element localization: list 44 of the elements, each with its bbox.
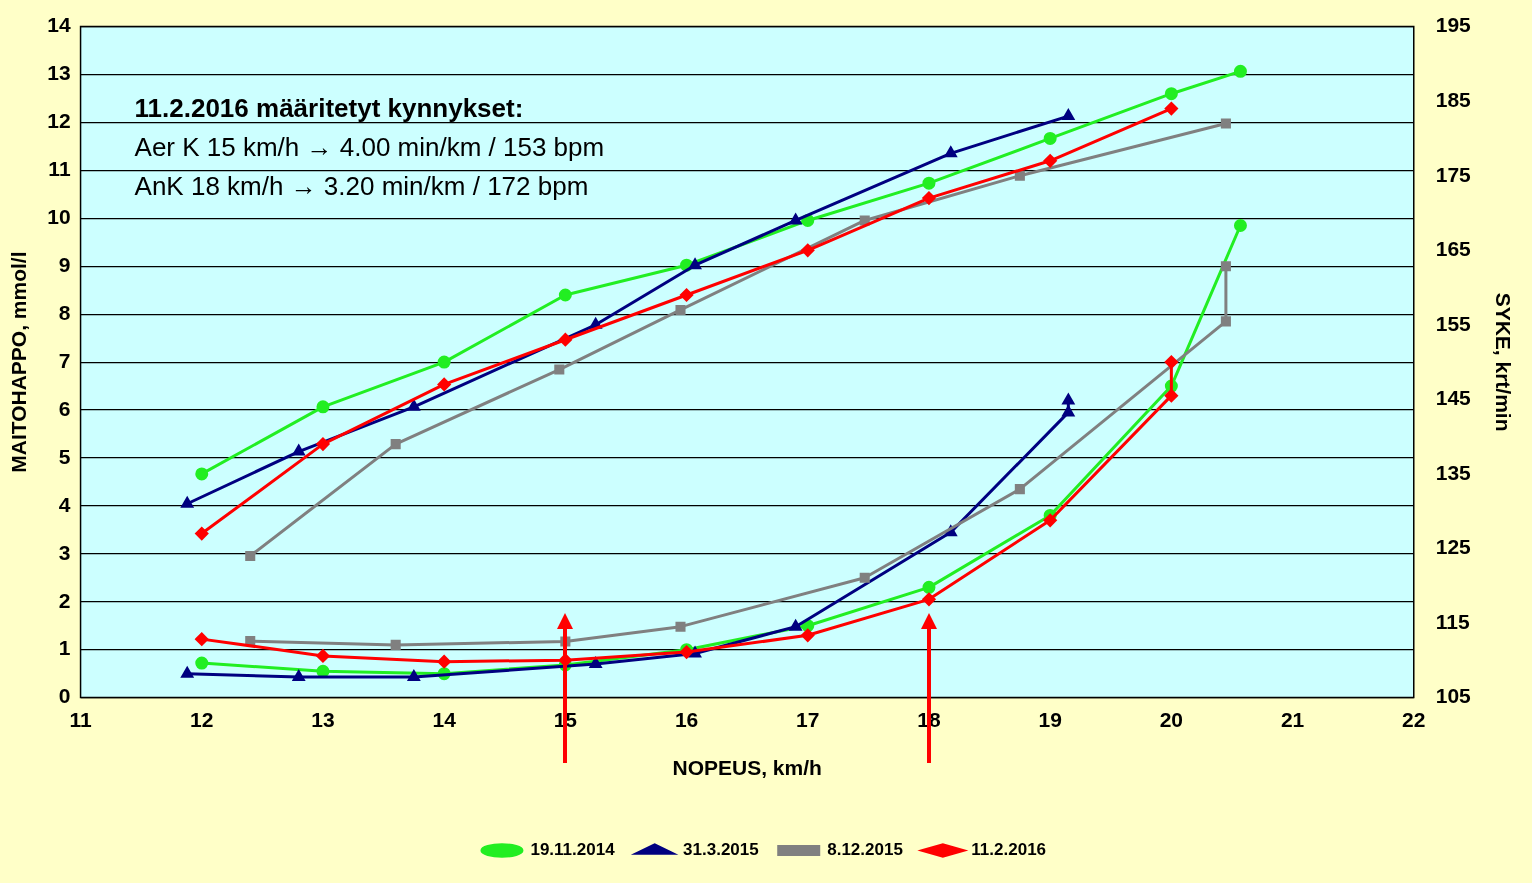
legend-label: 31.3.2015 bbox=[683, 840, 759, 860]
y2-tick-label: 165 bbox=[1435, 237, 1472, 261]
y2-tick-label: 185 bbox=[1435, 87, 1472, 111]
x-tick-label: 19 bbox=[1038, 708, 1062, 731]
y-tick-label: 5 bbox=[58, 444, 71, 468]
annotation: Aer K 15 km/h → 4.00 min/km / 153 bpm bbox=[134, 131, 605, 162]
y-tick-label: 1 bbox=[58, 636, 71, 660]
y-tick-label: 4 bbox=[58, 492, 71, 516]
annotation: AnK 18 km/h → 3.20 min/km / 172 bpm bbox=[134, 170, 589, 201]
y-tick-label: 13 bbox=[47, 61, 71, 85]
y2-tick-label: 105 bbox=[1435, 684, 1472, 708]
y2-tick-label: 135 bbox=[1435, 460, 1472, 484]
x-tick-label: 14 bbox=[432, 708, 457, 731]
y-tick-label: 0 bbox=[58, 684, 71, 708]
legend-label: 8.12.2015 bbox=[827, 840, 903, 860]
y2-tick-label: 195 bbox=[1435, 13, 1472, 37]
y2-tick-label: 155 bbox=[1435, 311, 1472, 335]
x-tick-label: 17 bbox=[796, 708, 820, 731]
y-tick-label: 10 bbox=[47, 205, 71, 229]
x-tick-label: 16 bbox=[674, 708, 699, 731]
legend-label: 19.11.2014 bbox=[530, 840, 616, 860]
x-tick-label: 21 bbox=[1280, 708, 1305, 731]
y-tick-label: 8 bbox=[58, 300, 71, 324]
annotation: 11.2.2016 määritetyt kynnykset: bbox=[134, 92, 524, 123]
y-tick-label: 6 bbox=[58, 396, 71, 420]
y-tick-label: 9 bbox=[58, 253, 71, 277]
y2-tick-label: 115 bbox=[1435, 609, 1470, 633]
y2-tick-label: 125 bbox=[1435, 535, 1472, 559]
y-tick-label: 7 bbox=[58, 348, 71, 372]
legend-label: 11.2.2016 bbox=[971, 840, 1047, 860]
y-tick-label: 11 bbox=[48, 157, 71, 181]
y-tick-label: 12 bbox=[47, 109, 71, 133]
x-tick-label: 12 bbox=[190, 708, 214, 731]
y-tick-label: 3 bbox=[58, 540, 71, 564]
x-axis-title: NOPEUS, km/h bbox=[672, 756, 822, 780]
y-tick-label: 14 bbox=[47, 13, 71, 37]
y2-axis-title: SYKE, krt/min bbox=[1491, 292, 1515, 432]
x-tick-label: 20 bbox=[1159, 708, 1184, 731]
y2-tick-label: 145 bbox=[1435, 386, 1472, 410]
x-tick-label: 22 bbox=[1402, 708, 1426, 731]
y2-tick-label: 175 bbox=[1435, 162, 1472, 186]
y-axis-title: MAITOHAPPO, mmol/l bbox=[7, 251, 31, 473]
x-tick-label: 13 bbox=[311, 708, 335, 731]
y-tick-label: 2 bbox=[58, 588, 71, 612]
